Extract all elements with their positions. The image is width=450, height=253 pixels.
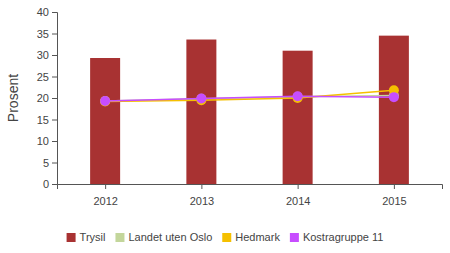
y-tick-mark — [52, 120, 57, 121]
y-tick-label: 5 — [43, 157, 49, 169]
y-tick-mark — [52, 98, 57, 99]
legend-item: Kostragruppe 11 — [290, 231, 384, 243]
marks — [90, 36, 409, 184]
legend-label: Hedmark — [235, 231, 280, 243]
y-tick-label: 30 — [37, 49, 49, 61]
y-tick-mark — [52, 77, 57, 78]
legend-swatch — [290, 233, 299, 242]
legend-item: Hedmark — [222, 231, 280, 243]
x-tick-mark — [394, 184, 395, 189]
y-tick-label: 10 — [37, 135, 49, 147]
legend-swatch — [222, 233, 231, 242]
bar — [283, 51, 313, 184]
line — [105, 96, 394, 101]
y-tick-label: 15 — [37, 114, 49, 126]
marker — [100, 96, 110, 106]
legend-swatch — [115, 233, 124, 242]
legend-swatch — [67, 233, 76, 242]
bar — [90, 58, 120, 184]
bar — [186, 40, 216, 184]
y-tick-mark — [52, 163, 57, 164]
x-tick-mark — [298, 184, 299, 189]
x-axis: 2012 2013 2014 2015 — [58, 184, 443, 207]
y-tick-mark — [52, 34, 57, 35]
y-tick: 30 — [37, 49, 57, 61]
y-tick: 5 — [43, 157, 57, 169]
chart: 0 5 10 15 20 25 30 35 40 2012 2013 2014 2015 Prosent T… — [0, 0, 450, 253]
marker — [100, 96, 110, 106]
markers — [100, 90, 399, 106]
x-axis-line — [58, 185, 443, 190]
bar-series — [90, 36, 409, 184]
y-tick-label: 20 — [37, 92, 49, 104]
legend-label: Kostragruppe 11 — [303, 231, 384, 243]
legend-item: Trysil — [67, 231, 106, 243]
x-tick-mark — [105, 184, 106, 189]
y-axis-title: Prosent — [5, 74, 21, 122]
legend-label: Landet uten Oslo — [128, 231, 212, 243]
y-tick-mark — [52, 141, 57, 142]
x-tick: 2014 — [286, 184, 310, 207]
marker — [293, 91, 303, 101]
y-axis-line — [52, 13, 58, 185]
y-tick: 0 — [43, 178, 57, 190]
marker — [389, 92, 399, 102]
y-tick-mark — [52, 184, 57, 185]
legend-item: Landet uten Oslo — [115, 231, 212, 243]
markers — [100, 85, 399, 106]
y-tick: 10 — [37, 135, 57, 147]
x-tick-mark — [201, 184, 202, 189]
x-tick-label: 2012 — [93, 195, 117, 207]
y-tick: 25 — [37, 71, 57, 83]
bar — [379, 36, 409, 184]
y-tick: 15 — [37, 114, 57, 126]
y-tick-mark — [52, 55, 57, 56]
x-tick-label: 2015 — [382, 195, 406, 207]
marker — [196, 93, 206, 103]
line — [105, 95, 394, 101]
x-tick-label: 2014 — [286, 195, 310, 207]
y-tick-label: 25 — [37, 71, 49, 83]
x-tick: 2012 — [93, 184, 117, 207]
y-tick-label: 35 — [37, 28, 49, 40]
line — [105, 90, 394, 101]
plot: 0 5 10 15 20 25 30 35 40 2012 2013 2014 2015 — [37, 6, 443, 207]
y-tick: 20 — [37, 92, 57, 104]
marker — [100, 96, 110, 106]
y-tick-label: 0 — [43, 178, 49, 190]
y-tick-label: 40 — [37, 6, 49, 18]
y-axis: 0 5 10 15 20 25 30 35 40 — [37, 6, 58, 190]
y-tick: 40 — [37, 6, 57, 18]
legend: Trysil Landet uten Oslo Hedmark Kostragrupp… — [67, 231, 384, 243]
y-tick-mark — [52, 12, 57, 13]
y-tick: 35 — [37, 28, 57, 40]
x-tick-label: 2013 — [190, 195, 214, 207]
x-tick: 2015 — [382, 184, 406, 207]
legend-label: Trysil — [80, 231, 106, 243]
x-tick: 2013 — [190, 184, 214, 207]
markers — [100, 91, 399, 106]
